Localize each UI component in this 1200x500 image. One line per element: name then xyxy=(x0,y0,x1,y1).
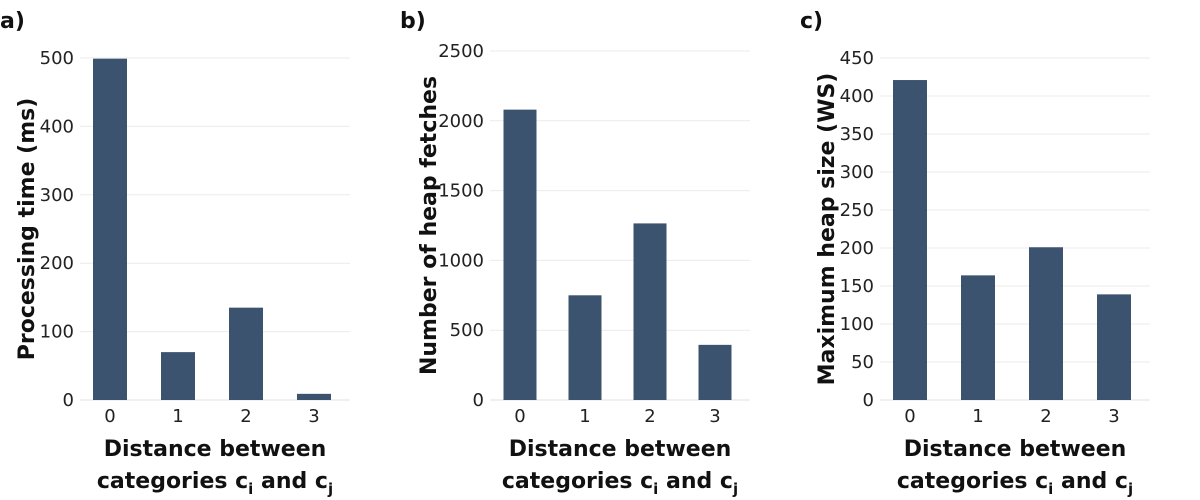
y-tick-label: 0 xyxy=(863,390,874,411)
bar xyxy=(93,58,127,401)
bar xyxy=(961,275,995,400)
panel-label: a) xyxy=(0,9,25,34)
y-tick-label: 100 xyxy=(840,314,874,335)
y-tick-label: 100 xyxy=(40,322,74,343)
x-tick-label: 3 xyxy=(709,406,720,427)
x-tick-label: 3 xyxy=(308,406,319,427)
x-tick-label: 1 xyxy=(172,406,183,427)
bar xyxy=(297,393,331,400)
y-tick-label: 1000 xyxy=(438,250,484,271)
x-tick-label: 1 xyxy=(579,406,590,427)
y-tick-label: 0 xyxy=(63,390,74,411)
y-tick-label: 1500 xyxy=(438,181,484,202)
panel-label: c) xyxy=(800,9,823,34)
x-axis-label-line2: categories ci and cj xyxy=(897,469,1133,498)
y-axis-label: Maximum heap size (WS) xyxy=(815,73,840,386)
x-tick-label: 1 xyxy=(972,406,983,427)
y-axis-label: Processing time (ms) xyxy=(15,98,40,361)
y-tick-label: 2500 xyxy=(438,41,484,62)
x-axis-label-line1: Distance between xyxy=(104,437,327,462)
bar xyxy=(503,109,537,400)
x-axis-label-line2: categories ci and cj xyxy=(97,469,333,498)
y-tick-label: 200 xyxy=(40,253,74,274)
y-tick-label: 250 xyxy=(840,200,874,221)
panel-a: 0 100 200 300 400 500 0 1 2 3 a) Processing time (m… xyxy=(0,9,350,498)
bar xyxy=(161,352,195,400)
x-axis-label-line2: categories ci and cj xyxy=(502,469,738,498)
x-tick-label: 2 xyxy=(1040,406,1051,427)
panel-label: b) xyxy=(400,9,426,34)
bar xyxy=(1029,247,1063,400)
panel-b: 0 500 1000 1500 2000 2500 0 1 2 3 b) Number of heap… xyxy=(400,9,750,498)
y-tick-label: 50 xyxy=(851,352,874,373)
x-tick-label: 2 xyxy=(644,406,655,427)
bar xyxy=(698,344,732,400)
y-tick-label: 350 xyxy=(840,124,874,145)
bar xyxy=(893,80,927,400)
x-tick-label: 2 xyxy=(240,406,251,427)
x-axis-label-line1: Distance between xyxy=(904,437,1127,462)
bar xyxy=(1097,294,1131,400)
bar xyxy=(229,307,263,400)
x-tick-label: 3 xyxy=(1108,406,1119,427)
y-tick-label: 300 xyxy=(40,185,74,206)
y-tick-label: 500 xyxy=(450,320,484,341)
y-tick-label: 0 xyxy=(473,390,484,411)
y-tick-label: 400 xyxy=(40,116,74,137)
y-tick-label: 200 xyxy=(840,238,874,259)
y-tick-label: 300 xyxy=(840,162,874,183)
y-tick-label: 150 xyxy=(840,276,874,297)
y-tick-label: 450 xyxy=(840,48,874,69)
panel-c: 0 50 100 150 200 250 300 350 400 450 0 1 2 3 c) Maximum… xyxy=(800,9,1150,498)
y-tick-label: 400 xyxy=(840,86,874,107)
y-tick-label: 500 xyxy=(40,48,74,69)
y-axis-label: Number of heap fetches xyxy=(417,76,442,375)
bar xyxy=(568,295,602,400)
x-axis-label-line1: Distance between xyxy=(509,437,732,462)
x-tick-label: 0 xyxy=(904,406,915,427)
x-tick-label: 0 xyxy=(104,406,115,427)
bar xyxy=(633,223,667,400)
y-tick-label: 2000 xyxy=(438,111,484,132)
x-tick-label: 0 xyxy=(514,406,525,427)
